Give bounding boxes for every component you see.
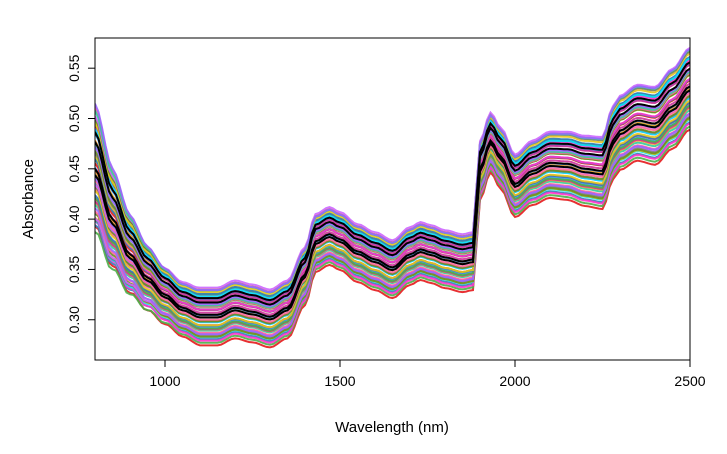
spectrum-line (95, 77, 690, 313)
spectrum-line (95, 122, 690, 344)
spectrum-line (95, 99, 690, 329)
spectrum-line (95, 116, 690, 340)
y-axis: 0.30 0.35 0.40 0.45 0.50 0.55 (66, 54, 95, 333)
spectrum-line (95, 82, 690, 316)
spectrum-line-highlight (95, 89, 690, 321)
spectrum-line (95, 112, 690, 336)
spectrum-line (95, 46, 690, 291)
spectrum-line (95, 92, 690, 323)
spectrum-line (95, 48, 690, 294)
spectrum-line-highlight (95, 67, 690, 306)
spectrum-line (95, 112, 690, 338)
spectrum-line-highlight (95, 85, 690, 318)
spectrum-line (95, 70, 690, 309)
spectrum-line (95, 121, 690, 343)
spectrum-line (95, 94, 690, 325)
y-tick-label: 0.45 (66, 155, 82, 182)
spectrum-line (95, 52, 690, 296)
y-tick-label: 0.55 (66, 54, 82, 81)
x-tick-label: 2500 (674, 373, 705, 389)
x-tick-label: 1500 (324, 373, 355, 389)
spectrum-line (95, 57, 690, 300)
y-axis-title: Absorbance (20, 159, 37, 239)
spectrum-line (95, 63, 690, 304)
x-tick-label: 2000 (499, 373, 530, 389)
spectrum-line (95, 128, 690, 349)
spectrum-line (95, 55, 690, 297)
series-layer (95, 46, 690, 349)
spectrum-line (95, 69, 690, 308)
x-axis-title: Wavelength (nm) (335, 419, 449, 436)
plot-frame (94, 37, 691, 361)
y-tick-label: 0.50 (66, 105, 82, 132)
y-tick-label: 0.40 (66, 205, 82, 232)
spectrum-line (95, 125, 690, 346)
spectrum-line (95, 104, 690, 332)
spectrum-line-highlight (95, 61, 690, 302)
y-tick-label: 0.35 (66, 256, 82, 283)
x-axis: 1000 1500 2000 2500 (149, 360, 706, 389)
x-tick-label: 1000 (149, 373, 180, 389)
y-tick-label: 0.30 (66, 306, 82, 333)
